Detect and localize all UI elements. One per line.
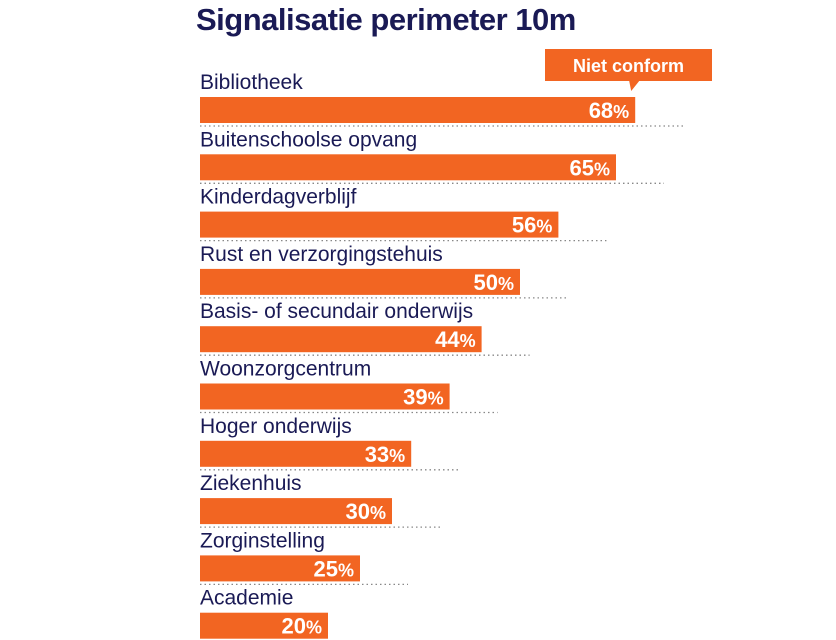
bar-row: Bibliotheek 68% (200, 71, 684, 127)
value-label: 25% (314, 556, 355, 581)
category-label: Hoger onderwijs (200, 415, 352, 438)
bar (200, 440, 412, 467)
value-label: 50% (474, 270, 515, 295)
bar-row: Zorginstelling 25% (200, 529, 408, 586)
bar-row: Rust en verzorgingstehuis 50% (200, 243, 568, 299)
bar (200, 97, 636, 123)
bar-row: Ziekenhuis 30% (200, 472, 440, 528)
bar (200, 383, 450, 410)
bar (200, 498, 392, 525)
category-label: Basis- of secundair onderwijs (200, 300, 473, 323)
bar (200, 555, 360, 582)
value-label: 39% (403, 385, 444, 410)
chart-rows: Bibliotheek 68% Buitenschoolse opvang 65% Ki… (200, 71, 684, 639)
value-label: 56% (512, 213, 553, 238)
value-label: 30% (346, 499, 387, 524)
category-label: Ziekenhuis (200, 472, 302, 495)
category-label: Kinderdagverblijf (200, 186, 357, 209)
legend-callout (545, 49, 712, 91)
chart-title: Signalisatie perimeter 10m (196, 2, 576, 37)
category-label: Rust en verzorgingstehuis (200, 243, 443, 266)
legend: Niet conform (545, 49, 712, 91)
value-label: 20% (282, 614, 323, 639)
bar (200, 154, 616, 181)
category-label: Zorginstelling (200, 529, 325, 552)
bar-row: Hoger onderwijs 33% (200, 415, 460, 471)
bar-row: Woonzorgcentrum 39% (200, 358, 498, 414)
category-label: Academie (200, 587, 293, 610)
bar (200, 268, 520, 295)
category-label: Bibliotheek (200, 71, 303, 94)
bar-row: Kinderdagverblijf 56% (200, 186, 607, 242)
bar-row: Academie 20% (200, 587, 328, 639)
value-label: 65% (570, 155, 611, 180)
bar (200, 612, 328, 639)
category-label: Buitenschoolse opvang (200, 128, 417, 151)
category-label: Woonzorgcentrum (200, 358, 371, 381)
value-label: 68% (589, 98, 630, 123)
bar-row: Buitenschoolse opvang 65% (200, 128, 664, 184)
value-label: 44% (435, 327, 476, 352)
value-label: 33% (365, 442, 406, 467)
bar (200, 211, 559, 238)
bar (200, 326, 482, 353)
legend-label: Niet conform (573, 56, 684, 76)
bar-row: Basis- of secundair onderwijs 44% (200, 300, 530, 356)
